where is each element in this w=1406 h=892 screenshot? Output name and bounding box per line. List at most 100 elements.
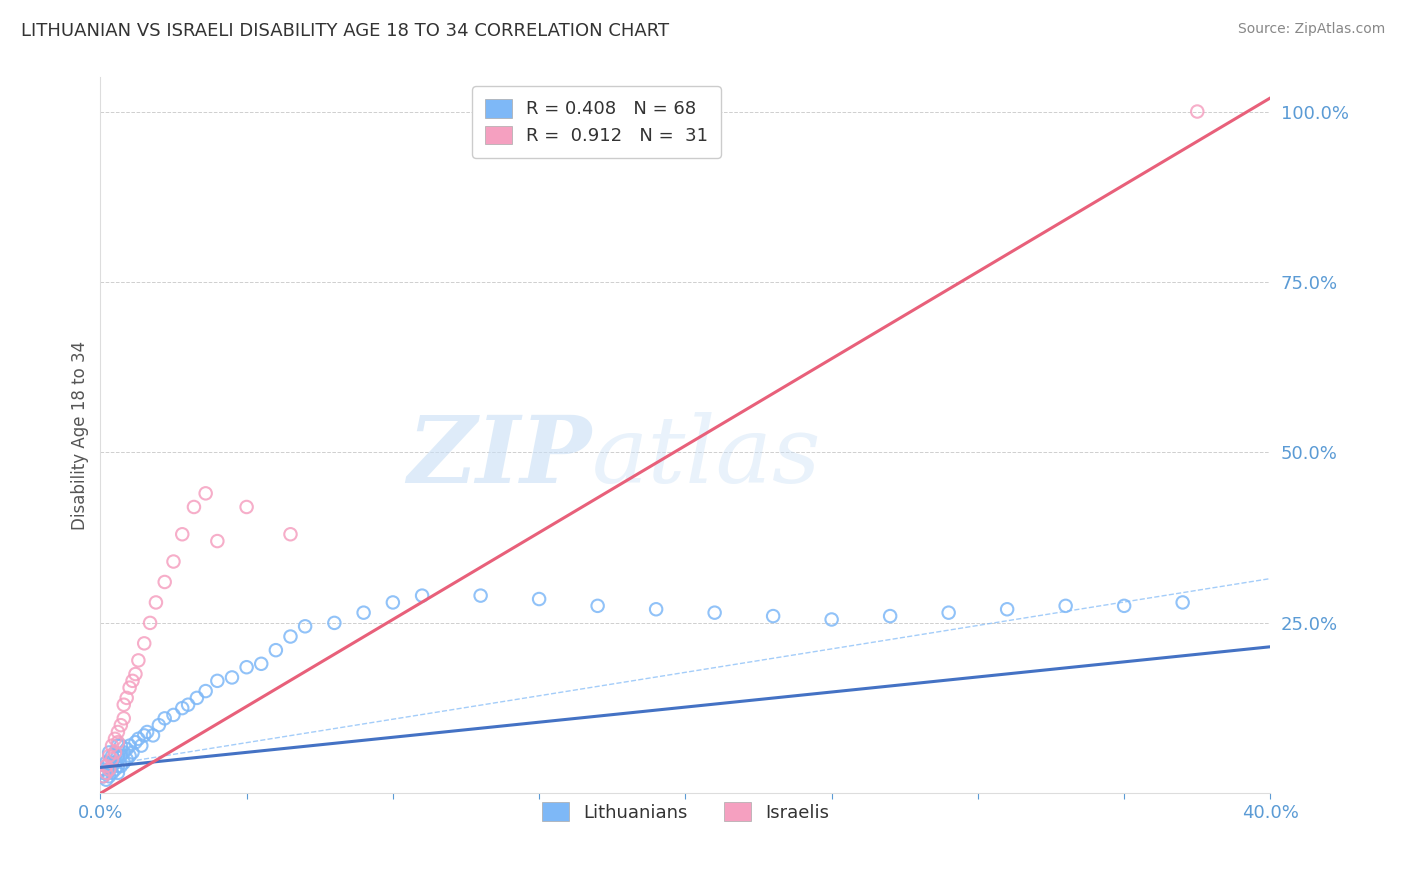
Point — [98, 746, 121, 760]
Point — [101, 739, 124, 753]
Point — [194, 684, 217, 698]
Point — [118, 748, 141, 763]
Point — [136, 725, 159, 739]
Legend: Lithuanians, Israelis: Lithuanians, Israelis — [529, 789, 842, 834]
Point — [938, 606, 960, 620]
Text: atlas: atlas — [592, 412, 821, 502]
Point — [134, 728, 156, 742]
Point — [1171, 595, 1194, 609]
Point — [115, 752, 138, 766]
Point — [703, 606, 725, 620]
Point — [177, 698, 200, 712]
Point — [101, 748, 124, 763]
Point — [112, 711, 135, 725]
Point — [112, 698, 135, 712]
Point — [110, 739, 132, 753]
Point — [101, 759, 124, 773]
Point — [879, 609, 901, 624]
Point — [586, 599, 609, 613]
Point — [235, 660, 257, 674]
Point — [107, 748, 129, 763]
Point — [101, 765, 124, 780]
Point — [353, 606, 375, 620]
Point — [127, 731, 149, 746]
Point — [129, 739, 152, 753]
Point — [142, 728, 165, 742]
Point — [207, 534, 229, 549]
Point — [115, 742, 138, 756]
Point — [112, 746, 135, 760]
Point — [280, 527, 302, 541]
Point — [172, 527, 194, 541]
Point — [96, 765, 118, 780]
Point — [235, 500, 257, 514]
Point — [107, 739, 129, 753]
Point — [98, 763, 121, 777]
Point — [148, 718, 170, 732]
Point — [110, 759, 132, 773]
Point — [153, 574, 176, 589]
Point — [139, 615, 162, 630]
Point — [153, 711, 176, 725]
Point — [381, 595, 404, 609]
Point — [134, 636, 156, 650]
Point — [91, 765, 114, 780]
Point — [98, 763, 121, 777]
Point — [121, 746, 143, 760]
Point — [1054, 599, 1077, 613]
Point — [107, 725, 129, 739]
Point — [194, 486, 217, 500]
Point — [323, 615, 346, 630]
Point — [645, 602, 668, 616]
Point — [294, 619, 316, 633]
Point — [98, 756, 121, 770]
Point — [96, 759, 118, 773]
Point — [96, 756, 118, 770]
Point — [127, 653, 149, 667]
Point — [104, 756, 127, 770]
Point — [820, 612, 842, 626]
Point — [96, 765, 118, 780]
Point — [121, 673, 143, 688]
Point — [280, 630, 302, 644]
Point — [104, 746, 127, 760]
Point — [101, 752, 124, 766]
Point — [96, 759, 118, 773]
Point — [96, 772, 118, 787]
Point — [762, 609, 785, 624]
Point — [91, 763, 114, 777]
Point — [107, 735, 129, 749]
Point — [91, 769, 114, 783]
Point — [411, 589, 433, 603]
Point — [115, 690, 138, 705]
Point — [145, 595, 167, 609]
Y-axis label: Disability Age 18 to 34: Disability Age 18 to 34 — [72, 341, 89, 530]
Point — [1114, 599, 1136, 613]
Point — [1187, 104, 1209, 119]
Point — [207, 673, 229, 688]
Point — [124, 735, 146, 749]
Point — [527, 592, 550, 607]
Point — [104, 763, 127, 777]
Point — [186, 690, 208, 705]
Point — [264, 643, 287, 657]
Point — [107, 765, 129, 780]
Point — [91, 769, 114, 783]
Point — [98, 748, 121, 763]
Point — [221, 670, 243, 684]
Point — [162, 708, 184, 723]
Point — [98, 769, 121, 783]
Point — [124, 667, 146, 681]
Point — [470, 589, 492, 603]
Point — [107, 759, 129, 773]
Point — [995, 602, 1018, 616]
Point — [172, 701, 194, 715]
Point — [110, 748, 132, 763]
Point — [118, 739, 141, 753]
Point — [112, 756, 135, 770]
Point — [104, 746, 127, 760]
Point — [104, 731, 127, 746]
Point — [250, 657, 273, 671]
Point — [183, 500, 205, 514]
Text: LITHUANIAN VS ISRAELI DISABILITY AGE 18 TO 34 CORRELATION CHART: LITHUANIAN VS ISRAELI DISABILITY AGE 18 … — [21, 22, 669, 40]
